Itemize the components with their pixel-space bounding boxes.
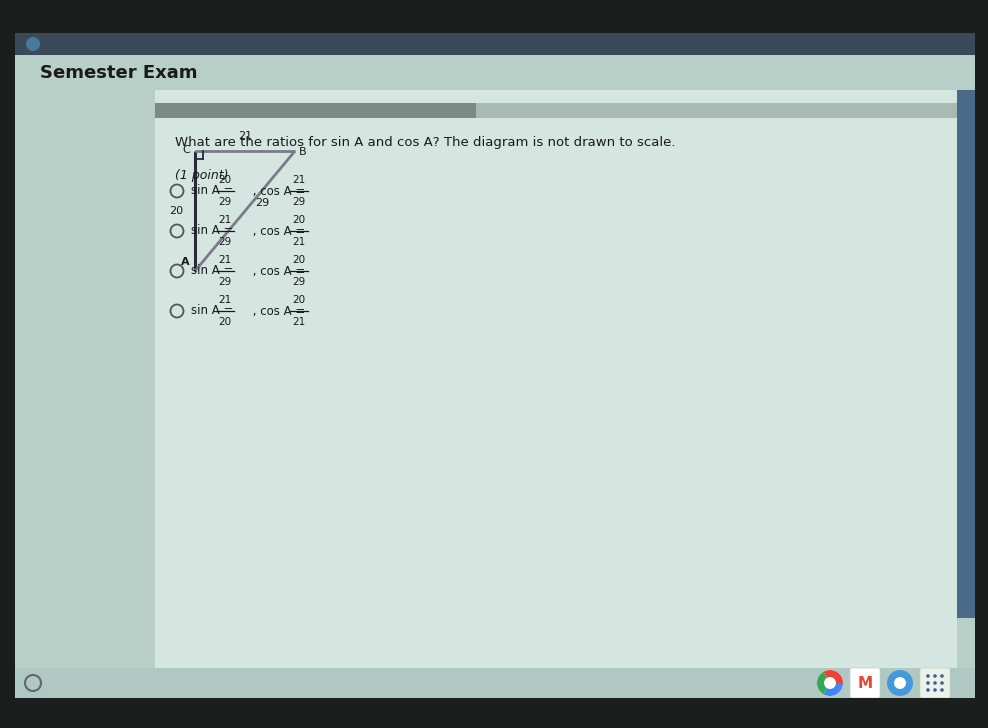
Text: 20: 20 [169, 206, 183, 216]
Text: , cos A =: , cos A = [249, 304, 309, 317]
Text: 21: 21 [292, 317, 305, 327]
Text: 21: 21 [292, 237, 305, 247]
Wedge shape [824, 670, 843, 683]
Text: 20: 20 [292, 255, 305, 265]
FancyBboxPatch shape [957, 90, 975, 618]
FancyBboxPatch shape [0, 0, 15, 728]
FancyBboxPatch shape [0, 0, 988, 33]
Circle shape [941, 674, 944, 678]
Circle shape [887, 670, 913, 696]
Text: 21: 21 [292, 175, 305, 185]
Text: 20: 20 [292, 215, 305, 225]
Text: 21: 21 [238, 131, 252, 141]
Text: Semester Exam: Semester Exam [40, 64, 198, 82]
Text: 29: 29 [292, 197, 305, 207]
FancyBboxPatch shape [155, 103, 957, 118]
Text: M: M [858, 676, 872, 690]
Text: 20: 20 [218, 175, 231, 185]
Text: sin A =: sin A = [191, 184, 237, 197]
Text: (1 point): (1 point) [175, 169, 228, 182]
Text: 20: 20 [292, 295, 305, 305]
Text: 29: 29 [218, 197, 231, 207]
FancyBboxPatch shape [155, 90, 957, 688]
Text: 21: 21 [218, 215, 231, 225]
FancyBboxPatch shape [920, 668, 950, 698]
Circle shape [934, 688, 937, 692]
Text: sin A =: sin A = [191, 304, 237, 317]
Wedge shape [824, 683, 843, 696]
Text: B: B [299, 147, 306, 157]
Text: , cos A =: , cos A = [249, 224, 309, 237]
Text: C: C [182, 145, 190, 155]
Text: 21: 21 [218, 255, 231, 265]
Text: 29: 29 [292, 277, 305, 287]
Circle shape [824, 677, 836, 689]
Text: A: A [182, 257, 190, 267]
FancyBboxPatch shape [15, 90, 155, 688]
Text: 29: 29 [218, 237, 231, 247]
Text: , cos A =: , cos A = [249, 184, 309, 197]
Text: 29: 29 [255, 198, 270, 208]
Text: 21: 21 [218, 295, 231, 305]
FancyBboxPatch shape [15, 33, 975, 55]
Text: , cos A =: , cos A = [249, 264, 309, 277]
Text: sin A =: sin A = [191, 264, 237, 277]
FancyBboxPatch shape [155, 103, 476, 118]
FancyBboxPatch shape [975, 0, 988, 728]
Circle shape [926, 681, 930, 685]
Circle shape [941, 688, 944, 692]
FancyBboxPatch shape [0, 698, 988, 728]
Circle shape [934, 681, 937, 685]
Circle shape [926, 674, 930, 678]
Circle shape [817, 670, 843, 696]
Text: sin A =: sin A = [191, 224, 237, 237]
Circle shape [26, 37, 40, 51]
Text: 29: 29 [218, 277, 231, 287]
Text: What are the ratios for sin A and cos A? The diagram is not drawn to scale.: What are the ratios for sin A and cos A?… [175, 136, 676, 149]
Circle shape [926, 688, 930, 692]
Circle shape [934, 674, 937, 678]
Text: 20: 20 [218, 317, 231, 327]
Wedge shape [817, 672, 830, 695]
FancyBboxPatch shape [850, 668, 880, 698]
Circle shape [941, 681, 944, 685]
Circle shape [894, 677, 906, 689]
FancyBboxPatch shape [15, 668, 975, 698]
FancyBboxPatch shape [15, 33, 975, 698]
FancyBboxPatch shape [15, 55, 975, 90]
